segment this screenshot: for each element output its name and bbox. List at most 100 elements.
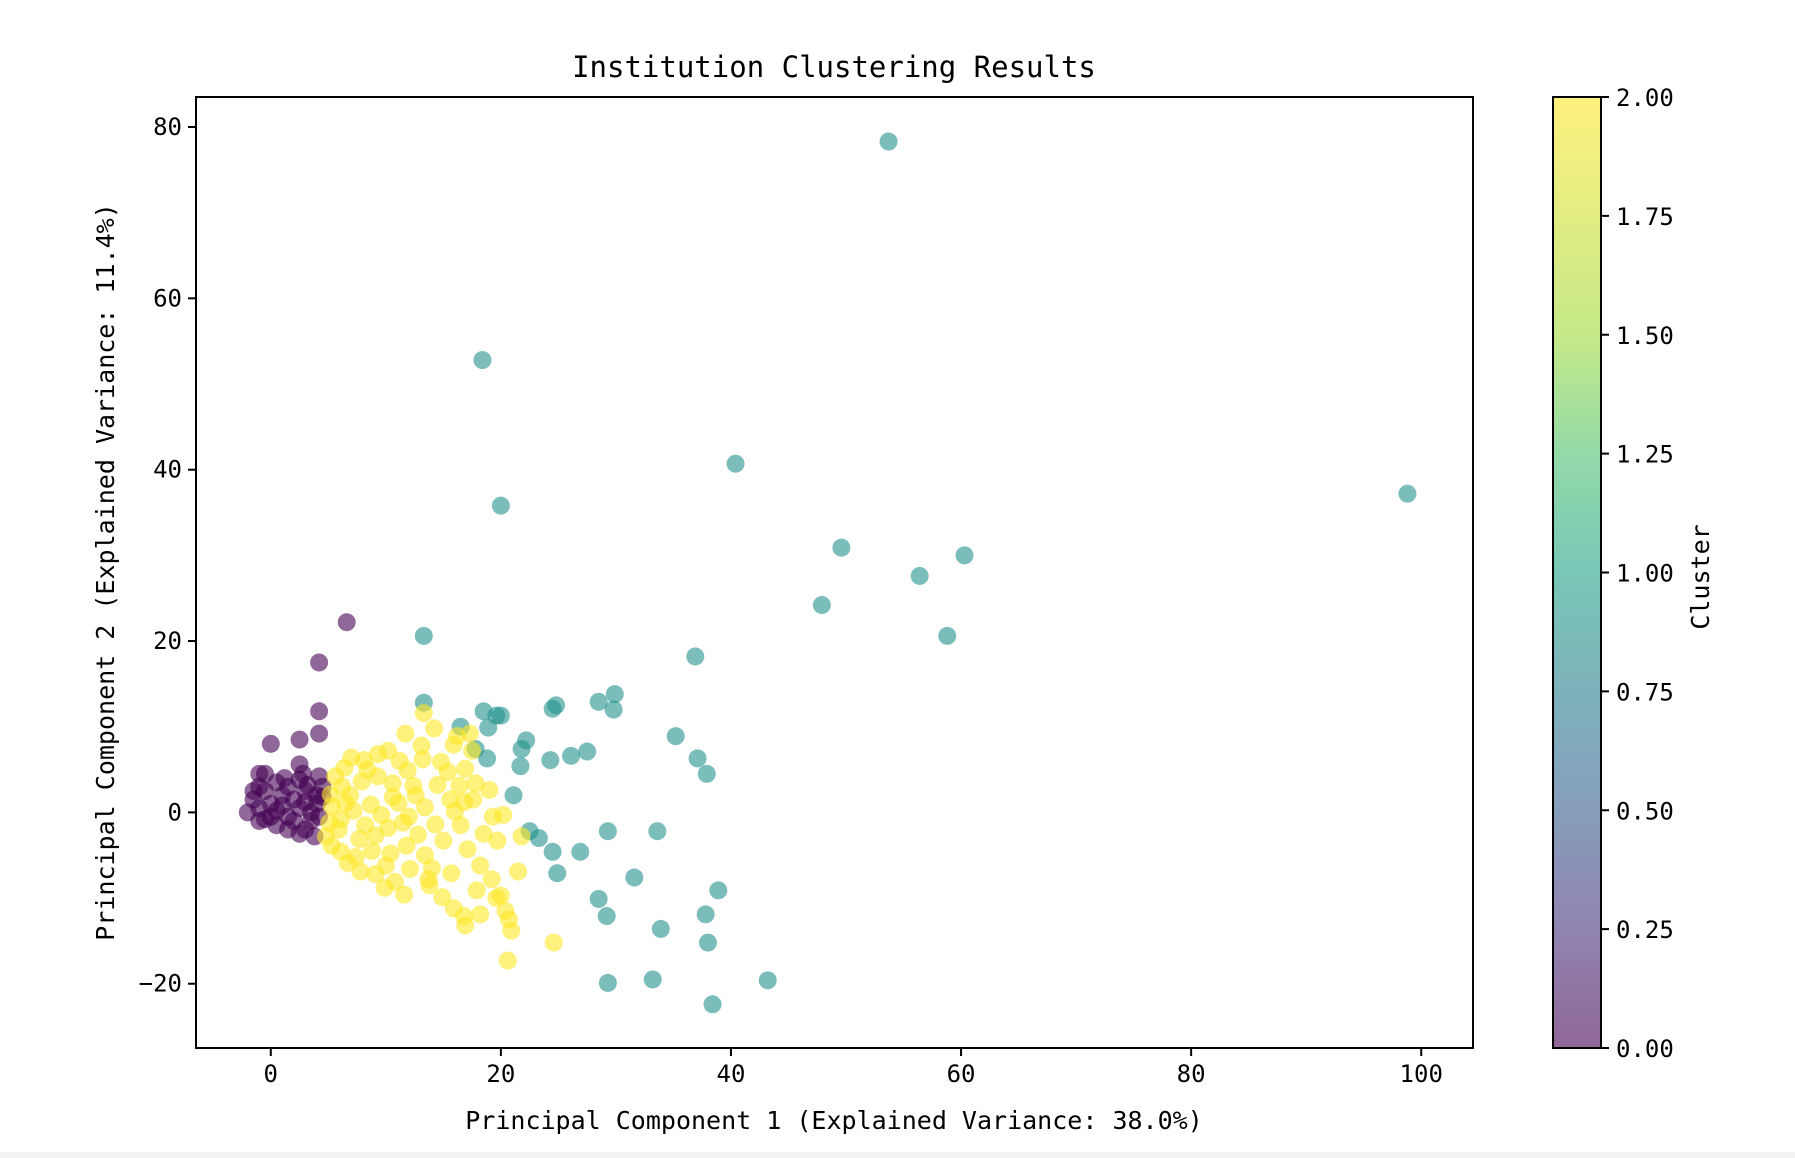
cluster-1-point [688, 749, 707, 768]
cluster-1-point [812, 596, 831, 615]
y-axis-ticks: −20 0 20 40 60 80 [139, 113, 196, 998]
cluster-2-point [425, 719, 444, 738]
plot-frame [195, 96, 1474, 1049]
cluster-1-point [709, 881, 728, 900]
cluster-1-point [578, 742, 597, 761]
x-tick-label: 0 [264, 1060, 278, 1088]
cluster-2-point [442, 864, 461, 883]
cluster-1-point [598, 822, 617, 841]
cluster-2-point [383, 787, 402, 806]
cluster-1-point [548, 864, 567, 883]
cluster-1-point [726, 454, 745, 473]
cluster-2-point [480, 781, 499, 800]
cluster-0-point [256, 764, 275, 783]
cluster-1-point [543, 842, 562, 861]
cluster-1-point [666, 727, 685, 746]
x-tick-label: 20 [486, 1060, 515, 1088]
cluster-2-point [464, 790, 483, 809]
cluster-1-point [698, 933, 717, 952]
cluster-2-point [336, 793, 355, 812]
cluster-2-point [419, 870, 438, 889]
x-axis-label: Principal Component 1 (Explained Varianc… [465, 1106, 1203, 1135]
cluster-1-point [758, 971, 777, 990]
colorbar-tick-label: 2.00 [1616, 84, 1674, 112]
y-tick-label: 20 [153, 627, 182, 655]
cluster-1-point [703, 995, 722, 1014]
cluster-1-point [625, 868, 644, 887]
cluster-1-point [832, 538, 851, 557]
cluster-2-point [483, 807, 502, 826]
colorbar-tick-label: 0.00 [1616, 1035, 1674, 1063]
cluster-2-point [376, 856, 395, 875]
cluster-1-point [478, 749, 497, 768]
cluster-2-point [409, 825, 428, 844]
cluster-2-point [368, 745, 387, 764]
cluster-2-point [456, 759, 475, 778]
cluster-2-point [413, 750, 432, 769]
cluster-0-point [284, 811, 303, 830]
cluster-2-point [432, 752, 451, 771]
cluster-0-point [244, 781, 263, 800]
cluster-1-point [547, 696, 566, 715]
cluster-2-point [467, 881, 486, 900]
cluster-2-point [491, 886, 510, 905]
cluster-2-point [463, 741, 482, 760]
cluster-2-point [372, 805, 391, 824]
cluster-1-point [491, 496, 510, 515]
cluster-2-point [383, 774, 402, 793]
colorbar-tick-label: 1.00 [1616, 560, 1674, 588]
cluster-1-point [571, 842, 590, 861]
cluster-0-point [310, 767, 329, 786]
cluster-0-point [275, 769, 294, 788]
cluster-1-point [938, 626, 957, 645]
cluster-1-point [955, 546, 974, 565]
cluster-1-point [604, 700, 623, 719]
cluster-2-point [441, 790, 460, 809]
cluster-2-point [356, 816, 375, 835]
colorbar-tick-label: 1.25 [1616, 441, 1674, 469]
cluster-1-point [562, 746, 581, 765]
cluster-2-point [351, 862, 370, 881]
cluster-2-point [333, 777, 352, 796]
colorbar-ticks: 0.00 0.25 0.50 0.75 1.00 1.25 1.50 1.75 2.00 [1601, 84, 1674, 1063]
cluster-2-point [458, 840, 477, 859]
cluster-1-point [511, 757, 530, 776]
cluster-0-point [261, 734, 280, 753]
cluster-1-point [541, 751, 560, 770]
cluster-2-point [390, 751, 409, 770]
x-tick-label: 60 [947, 1060, 976, 1088]
cluster-0-point [296, 793, 315, 812]
cluster-2-point [394, 813, 413, 832]
bottom-strip [0, 1152, 1795, 1158]
cluster-1-point [696, 905, 715, 924]
cluster-2-point [444, 735, 463, 754]
cluster-2-point [502, 921, 521, 940]
y-tick-label: −20 [139, 970, 182, 998]
cluster-1-point [589, 889, 608, 908]
cluster-2-point [433, 888, 452, 907]
cluster-2-point [395, 885, 414, 904]
cluster-1-point [686, 647, 705, 666]
cluster-2-point [460, 724, 479, 743]
cluster-1-point [479, 718, 498, 737]
cluster-2-point [404, 776, 423, 795]
cluster-2-point [350, 829, 369, 848]
cluster-2-point [450, 776, 469, 795]
colorbar-tick-label: 1.75 [1616, 203, 1674, 231]
x-tick-label: 40 [717, 1060, 746, 1088]
cluster-2-point [412, 736, 431, 755]
cluster-2-point [509, 862, 528, 881]
cluster-2-point [396, 724, 415, 743]
colorbar-tick-label: 0.75 [1616, 678, 1674, 706]
y-tick-label: 80 [153, 113, 182, 141]
cluster-2-point [512, 827, 531, 846]
cluster-2-point [426, 815, 445, 834]
chart-title: Institution Clustering Results [572, 50, 1096, 84]
y-axis-label: Principal Component 2 (Explained Varianc… [91, 203, 120, 941]
cluster-0-point [290, 755, 309, 774]
cluster-1-point [473, 351, 492, 370]
cluster-1-point [512, 739, 531, 758]
colorbar-label: Cluster [1686, 524, 1715, 629]
cluster-2-point [329, 820, 348, 839]
